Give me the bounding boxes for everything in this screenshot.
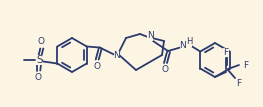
- Text: F: F: [236, 80, 241, 88]
- Text: H: H: [186, 37, 192, 47]
- Text: N: N: [114, 51, 120, 59]
- Text: S: S: [36, 54, 43, 65]
- Text: O: O: [35, 73, 42, 82]
- Text: F: F: [244, 60, 249, 70]
- Text: O: O: [94, 62, 101, 71]
- Text: O: O: [162, 65, 169, 74]
- Text: N: N: [180, 41, 186, 50]
- Text: O: O: [38, 37, 45, 46]
- Text: F: F: [224, 48, 229, 56]
- Text: N: N: [147, 31, 153, 41]
- Text: N: N: [114, 51, 120, 59]
